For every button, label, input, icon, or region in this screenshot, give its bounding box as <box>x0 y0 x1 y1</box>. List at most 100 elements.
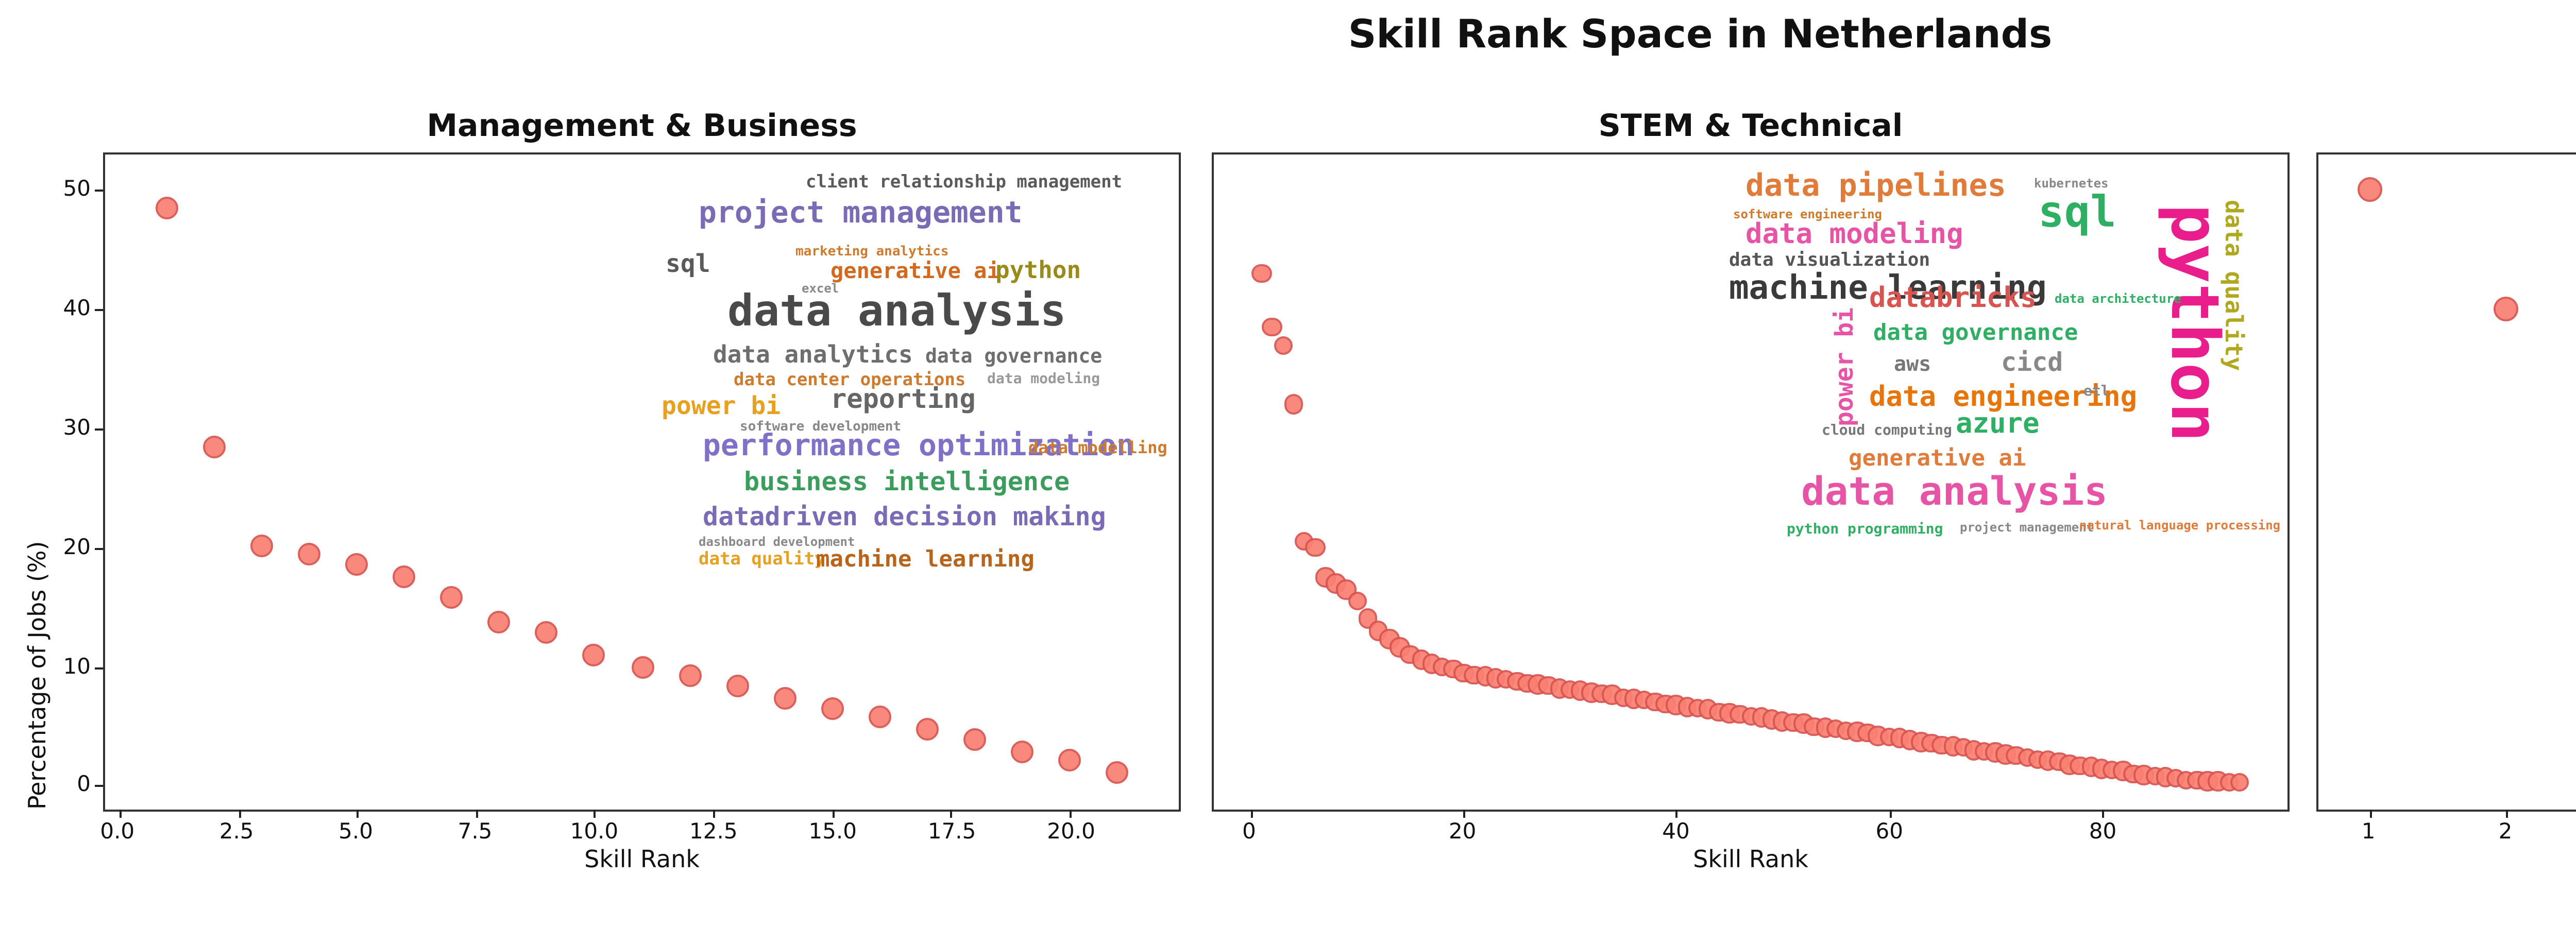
scatter-point <box>2230 772 2250 792</box>
wordcloud-term: etl <box>2083 383 2110 400</box>
y-tick-label: 0 <box>77 773 91 798</box>
wordcloud-term: business intelligence <box>744 466 1070 496</box>
panel-title: Service & Logistics <box>2316 99 2576 152</box>
wordcloud-term: data pipelines <box>1745 167 2006 204</box>
y-axis-label: Percentage of Jobs (%) <box>23 541 52 810</box>
x-tick-mark <box>238 810 241 818</box>
x-tick-mark <box>951 810 953 818</box>
scatter-point <box>916 718 939 741</box>
scatter-point <box>631 655 653 678</box>
wordcloud-term: python <box>2156 204 2234 442</box>
x-tick-mark <box>476 810 478 818</box>
scatter-point <box>820 697 843 720</box>
wordcloud-term: sql <box>2038 187 2116 237</box>
panel-service-logistics: Service & Logistics database queriesai t… <box>2316 99 2576 873</box>
wordcloud-term: sql <box>666 249 710 278</box>
wordcloud-term: cicd <box>2001 346 2063 377</box>
wordcloud-term: data center operations <box>734 371 966 391</box>
x-tick-mark <box>1889 810 1891 818</box>
scatter-point <box>868 706 891 729</box>
panel-title: STEM & Technical <box>1598 107 1903 144</box>
scatter-point <box>2358 178 2383 203</box>
x-tick-label: 0 <box>1242 820 1256 845</box>
scatter-point <box>1106 761 1129 784</box>
x-tick-mark <box>1069 810 1072 818</box>
wordcloud-term: aws <box>1894 354 1931 377</box>
wordcloud-term: data modeling <box>1745 218 1963 251</box>
x-tick-label: 60 <box>1875 820 1904 845</box>
wordcloud-term: databricks <box>1869 282 2037 315</box>
scatter-point <box>963 728 986 751</box>
scatter-point <box>1058 749 1081 772</box>
x-tick-row: 0 20 40 60 80 <box>1212 812 2290 845</box>
wordcloud-term: data architecture <box>2055 293 2181 307</box>
x-tick-mark <box>2101 810 2104 818</box>
scatter-point <box>155 197 178 220</box>
wordcloud-term: data governance <box>1873 319 2078 346</box>
wordcloud-term: software engineering <box>1733 208 1882 222</box>
x-axis-label: Skill Rank <box>584 845 700 873</box>
y-tick-label: 50 <box>63 178 91 203</box>
wordcloud-term: azure <box>1956 408 2040 441</box>
y-tick-label: 40 <box>63 297 91 322</box>
panel-stem-technical: STEM & Technical data pipelines kubernete… <box>1212 99 2290 873</box>
wordcloud-term: generative ai <box>1849 445 2026 472</box>
y-tick-label: 10 <box>63 654 91 679</box>
x-tick-label: 12.5 <box>689 820 738 845</box>
x-tick-mark <box>1676 810 1679 818</box>
y-tick-label: 30 <box>63 416 91 441</box>
x-tick-label: 17.5 <box>927 820 976 845</box>
x-tick-row: 0.0 2.5 5.0 7.5 10.0 12.5 15.0 17.5 20.0 <box>100 812 1181 845</box>
wordcloud-term: python <box>995 255 1081 284</box>
wordcloud-term: data engineering <box>1869 381 2138 414</box>
wordcloud-term: project management <box>1960 521 2094 536</box>
x-tick-label: 2 <box>2498 820 2513 845</box>
wordcloud-term: marketing analytics <box>795 243 949 260</box>
wordcloud-term: excel <box>802 282 839 297</box>
x-tick-label: 20.0 <box>1047 820 1095 845</box>
scatter-point <box>773 686 796 709</box>
scatter-point <box>1273 335 1293 355</box>
wordcloud-term: kubernetes <box>2034 177 2109 192</box>
scatter-point <box>1010 740 1033 763</box>
wordcloud-term: power bi <box>1830 307 1859 426</box>
scatter-point <box>1305 538 1325 558</box>
scatter-point <box>298 542 321 565</box>
plot-area: Percentage of Jobs (%) 0 10 20 30 40 50 client… <box>23 152 1181 818</box>
x-tick-label: 15.0 <box>808 820 857 845</box>
scatter-point <box>725 674 749 697</box>
x-tick-label: 80 <box>2089 820 2117 845</box>
x-tick-label: 10.0 <box>570 820 619 845</box>
scatter-point <box>1347 591 1367 611</box>
wordcloud-term: data visualization <box>1729 251 1930 272</box>
wordcloud-term: project management <box>699 198 1023 231</box>
wordcloud-term: reporting <box>831 385 976 416</box>
wordcloud-term: data quality <box>699 550 825 571</box>
y-tick-mark <box>95 785 103 788</box>
x-tick-mark <box>1463 810 1466 818</box>
x-tick-mark <box>1251 810 1253 818</box>
scatter-point <box>2494 297 2519 322</box>
wordcloud-term: python programming <box>1787 521 1943 538</box>
scatter-point <box>678 663 701 686</box>
x-tick-mark <box>2506 810 2509 818</box>
wordcloud-term: software development <box>740 418 902 435</box>
wordcloud-term: data governance <box>925 346 1103 369</box>
x-tick-label: 7.5 <box>457 820 493 845</box>
wordcloud-term: machine learning <box>1729 268 2047 307</box>
scatter-point <box>1251 264 1272 284</box>
x-tick-mark <box>357 810 359 818</box>
x-axis-label: Skill Rank <box>1693 845 1808 873</box>
x-tick-label: 20 <box>1448 820 1477 845</box>
panel-management-business: Management & Business Percentage of Jobs… <box>23 99 1181 873</box>
x-tick-label: 0.0 <box>100 820 135 845</box>
x-axis-label: Skill Rank <box>2316 845 2576 873</box>
wordcloud-term: data analysis <box>1801 470 2108 515</box>
scatter-point <box>1283 394 1303 415</box>
wordcloud-term: generative ai <box>831 260 1000 284</box>
y-tick-mark <box>95 428 103 431</box>
scatter-point <box>203 435 226 458</box>
wordcloud-term: cloud computing <box>1822 422 1952 439</box>
figure-title: Skill Rank Space in Netherlands <box>1348 12 2053 58</box>
